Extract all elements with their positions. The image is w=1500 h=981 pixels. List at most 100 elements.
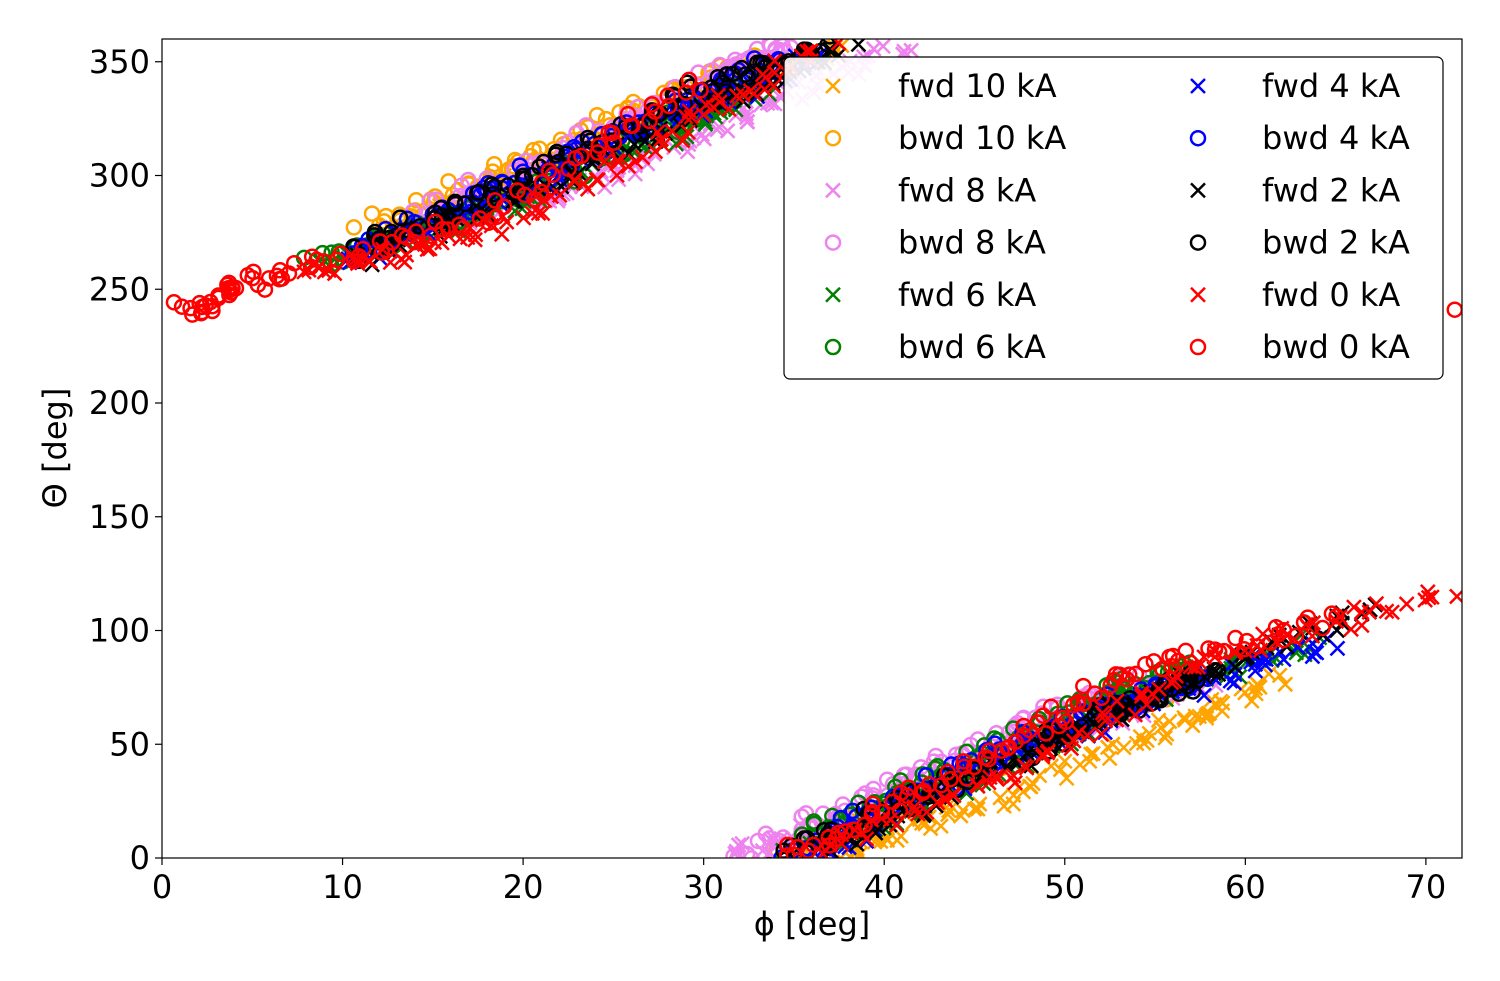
data-point (757, 825, 775, 843)
data-point (532, 183, 550, 201)
data-point (795, 856, 811, 858)
data-point (698, 96, 715, 113)
data-point (363, 205, 381, 222)
data-point (743, 850, 760, 858)
data-point (1177, 642, 1194, 660)
data-point (1035, 746, 1051, 763)
data-point (590, 172, 606, 188)
legend-marker-circle (1189, 129, 1207, 147)
x-tick-label: 30 (683, 868, 724, 906)
legend-entry: fwd 4 kA (1190, 67, 1400, 105)
data-point (965, 758, 983, 776)
legend-marker-circle (824, 129, 842, 147)
legend-entry: fwd 2 kA (1190, 171, 1400, 209)
data-point (488, 208, 505, 226)
data-point (579, 129, 597, 147)
legend-entry: bwd 4 kA (1189, 119, 1410, 157)
data-point (695, 106, 712, 123)
data-point (1005, 767, 1022, 784)
data-point (1209, 662, 1227, 679)
data-point (837, 823, 854, 840)
data-point (884, 793, 901, 811)
data-point (471, 210, 489, 227)
data-point (1054, 709, 1072, 727)
data-point (1079, 727, 1096, 744)
legend-marker-circle (1189, 338, 1207, 356)
data-point (456, 195, 474, 213)
data-point (899, 787, 916, 805)
data-point (900, 779, 917, 797)
data-point (1166, 673, 1183, 689)
data-point (799, 43, 815, 60)
data-point (398, 247, 415, 263)
data-point (544, 166, 562, 184)
data-point (345, 253, 363, 270)
data-point (778, 847, 796, 858)
data-point (952, 807, 969, 824)
data-point (1353, 617, 1370, 634)
data-point (1346, 599, 1362, 615)
data-point (820, 829, 838, 846)
data-point (681, 103, 698, 119)
x-tick-label: 60 (1225, 868, 1266, 906)
data-point (531, 158, 548, 176)
data-point (1157, 730, 1173, 746)
data-point (1252, 679, 1268, 696)
legend-marker-x (1190, 78, 1206, 94)
data-point (609, 167, 625, 184)
data-point (1247, 680, 1264, 697)
data-point (1071, 724, 1087, 741)
data-point (271, 262, 289, 279)
data-point (721, 101, 737, 118)
data-point (328, 251, 346, 269)
data-point (600, 124, 617, 141)
data-point (966, 801, 983, 817)
data-point (515, 210, 532, 226)
data-point (1154, 660, 1171, 678)
data-point (830, 824, 847, 842)
legend-label: fwd 6 kA (898, 276, 1036, 314)
legend-entry: bwd 0 kA (1189, 328, 1410, 366)
data-point (308, 251, 325, 268)
data-point (1314, 619, 1331, 637)
data-point (1057, 713, 1075, 731)
data-point (958, 770, 976, 787)
data-point (1288, 644, 1305, 661)
data-point (659, 87, 676, 104)
y-tick-label: 150 (89, 498, 150, 536)
data-point (620, 158, 637, 175)
data-point (1127, 665, 1145, 683)
data-point (182, 299, 199, 317)
data-point (785, 846, 803, 858)
data-point (1384, 604, 1400, 621)
x-axis-ticks: 0 10 20 30 40 50 60 70 (152, 858, 1446, 906)
data-point (626, 136, 643, 153)
y-tick-label: 200 (89, 384, 150, 422)
data-point (789, 838, 806, 856)
legend-entry: bwd 6 kA (824, 328, 1046, 366)
data-point (1361, 604, 1378, 621)
legend-label: bwd 4 kA (1262, 119, 1410, 157)
data-point (1168, 668, 1185, 684)
data-point (1058, 770, 1075, 787)
data-point (1093, 689, 1110, 707)
data-point (856, 816, 873, 834)
legend-marker-x (825, 286, 841, 303)
legend-label: bwd 0 kA (1262, 328, 1410, 366)
data-point (1378, 603, 1395, 620)
x-tick-label: 50 (1044, 868, 1085, 906)
data-point (1022, 778, 1039, 795)
data-point (737, 66, 754, 83)
data-point (1075, 677, 1092, 695)
legend-label: bwd 6 kA (898, 328, 1046, 366)
y-axis-label: Θ [deg] (36, 388, 74, 509)
data-point (419, 241, 436, 258)
data-point (590, 137, 608, 154)
legend-marker-x (825, 182, 841, 199)
data-point (447, 195, 464, 213)
data-point (802, 43, 819, 59)
x-tick-label: 0 (152, 868, 172, 906)
data-point (754, 54, 772, 72)
data-point (533, 174, 551, 191)
data-point (865, 41, 882, 57)
